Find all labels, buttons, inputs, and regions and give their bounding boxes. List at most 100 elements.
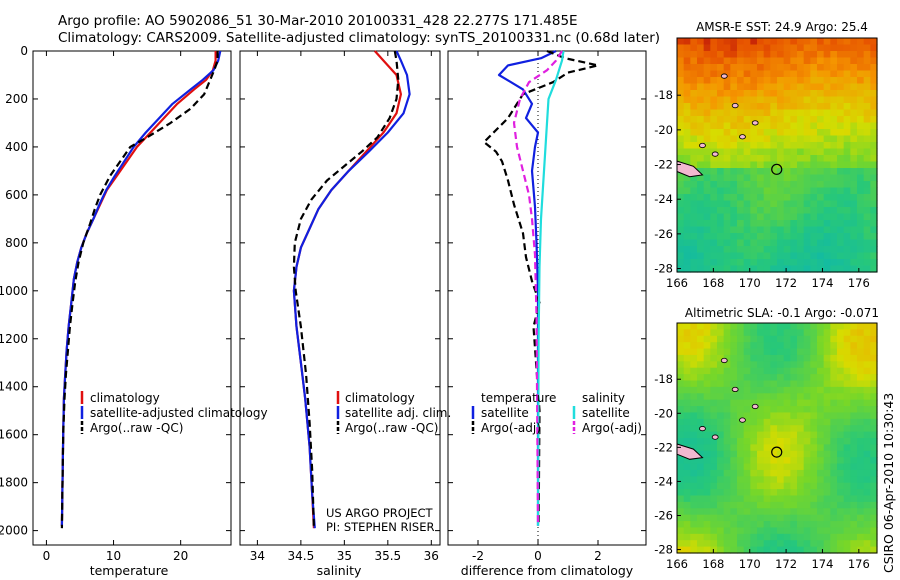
map-cell	[717, 463, 725, 471]
map-cell	[837, 57, 845, 65]
map-cell	[797, 476, 805, 484]
map-cell	[743, 77, 751, 85]
map-cell	[857, 200, 865, 208]
map-cell	[770, 155, 778, 163]
map-cell	[843, 508, 851, 516]
map-cell	[737, 540, 745, 548]
map-cell	[837, 96, 845, 104]
map-cell	[790, 148, 798, 156]
map-cell	[823, 181, 831, 189]
map-cell	[703, 438, 711, 445]
map-cell	[770, 213, 778, 221]
map-cell	[837, 508, 845, 516]
map-cell	[750, 482, 758, 490]
map-cell	[723, 348, 731, 356]
map-cell	[797, 527, 805, 535]
map-cell	[863, 265, 871, 273]
map-cell	[797, 239, 805, 247]
map-cell	[763, 335, 771, 343]
map-cell	[677, 354, 685, 362]
map-cell	[810, 450, 818, 458]
map-cell	[837, 200, 845, 208]
map-cell	[810, 463, 818, 471]
map-cell	[863, 501, 871, 509]
map-cell	[750, 361, 758, 369]
map-cell	[737, 239, 745, 247]
map-cell	[743, 155, 751, 163]
map-cell	[763, 476, 771, 484]
y-tick-label: 1200	[0, 332, 28, 346]
map-cell	[763, 463, 771, 471]
y-tick-label: 0	[20, 44, 28, 58]
map-cell	[710, 438, 718, 445]
map-cell	[723, 109, 731, 117]
map-cell	[857, 51, 865, 59]
map-cell	[763, 361, 771, 369]
map-cell	[803, 181, 811, 189]
map-cell	[823, 103, 831, 111]
map-cell	[863, 77, 871, 85]
x-tick-label: 10	[106, 549, 121, 563]
map-cell	[770, 109, 778, 117]
map-cell	[797, 200, 805, 208]
map-cell	[803, 386, 811, 394]
map-cell	[843, 174, 851, 182]
map-cell	[830, 546, 838, 554]
map-cell	[803, 431, 811, 439]
map-cell	[737, 354, 745, 362]
map-cell	[803, 540, 811, 548]
map-cell	[843, 323, 851, 330]
map-cell	[803, 444, 811, 452]
map-cell	[857, 354, 865, 362]
map-cell	[870, 393, 878, 401]
sst-map-title: AMSR-E SST: 24.9 Argo: 25.4	[696, 20, 868, 34]
map-cell	[803, 476, 811, 484]
map-cell	[843, 540, 851, 548]
map-cell	[777, 501, 785, 509]
map-cell	[757, 438, 765, 445]
map-cell	[757, 342, 765, 350]
map-cell	[823, 83, 831, 91]
map-cell	[863, 109, 871, 117]
map-cell	[717, 354, 725, 362]
map-cell	[797, 361, 805, 369]
map-cell	[863, 57, 871, 65]
map-cell	[730, 187, 738, 195]
map-cell	[790, 90, 798, 98]
map-cell	[737, 83, 745, 91]
map-cell	[703, 174, 711, 182]
map-cell	[723, 431, 731, 439]
map-cell	[743, 103, 751, 111]
map-cell	[743, 246, 751, 254]
map-cell	[837, 469, 845, 477]
map-cell	[690, 44, 698, 52]
map-cell	[803, 406, 811, 414]
map-cell	[870, 431, 878, 439]
map-cell	[837, 64, 845, 72]
map-cell	[743, 367, 751, 375]
map-cell	[710, 323, 718, 330]
map-cell	[870, 521, 878, 529]
map-cell	[710, 116, 718, 124]
map-cell	[737, 129, 745, 137]
map-cell	[730, 380, 738, 388]
map-cell	[763, 122, 771, 130]
map-cell	[777, 521, 785, 529]
map-cell	[837, 168, 845, 176]
map-cell	[677, 187, 685, 195]
island-shape	[720, 357, 728, 364]
map-cell	[823, 51, 831, 59]
map-cell	[803, 533, 811, 541]
map-cell	[710, 233, 718, 241]
map-cell	[817, 380, 825, 388]
map-cell	[850, 103, 858, 111]
map-cell	[763, 323, 771, 330]
map-cell	[683, 142, 691, 150]
map-cell	[790, 508, 798, 516]
map-cell	[790, 226, 798, 234]
map-cell	[723, 168, 731, 176]
map-cell	[823, 335, 831, 343]
map-cell	[863, 174, 871, 182]
map-cell	[863, 226, 871, 234]
map-cell	[823, 252, 831, 260]
